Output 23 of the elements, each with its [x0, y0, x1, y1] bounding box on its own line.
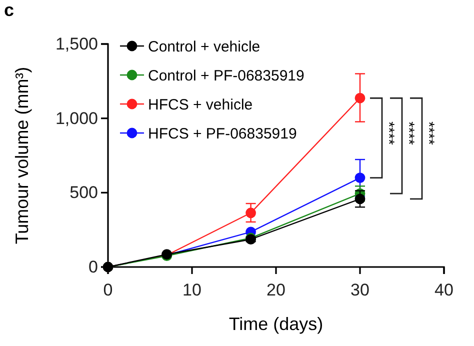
y-tick-label: 500: [70, 183, 98, 202]
chart-title: c: [4, 0, 14, 20]
legend-label: Control + PF-06835919: [148, 67, 304, 84]
point: [246, 208, 256, 218]
annotation: ****: [400, 121, 417, 145]
annotation: ****: [420, 121, 437, 145]
x-tick-label: 10: [182, 280, 202, 300]
point: [354, 194, 366, 204]
x-tick-label: 40: [434, 280, 454, 300]
y-tick-label: 1,000: [55, 108, 98, 128]
annotation: ****: [380, 121, 397, 145]
x-tick-label: 20: [266, 280, 286, 300]
x-tick-label: 0: [103, 280, 113, 300]
x-tick-label: 30: [350, 280, 370, 300]
y-tick-label: 1,500: [55, 34, 98, 54]
point: [354, 92, 366, 104]
legend-label: HFCS + vehicle: [148, 96, 253, 114]
point: [354, 172, 366, 183]
legend-label: Control + vehicle: [148, 38, 260, 56]
y-tick-label: 0: [88, 257, 98, 276]
y-axis-title: Tumour volume (mm³): [12, 66, 32, 244]
x-axis-title: Time (days): [228, 314, 324, 334]
legend-label: HFCS + PF-06835919: [148, 125, 297, 142]
